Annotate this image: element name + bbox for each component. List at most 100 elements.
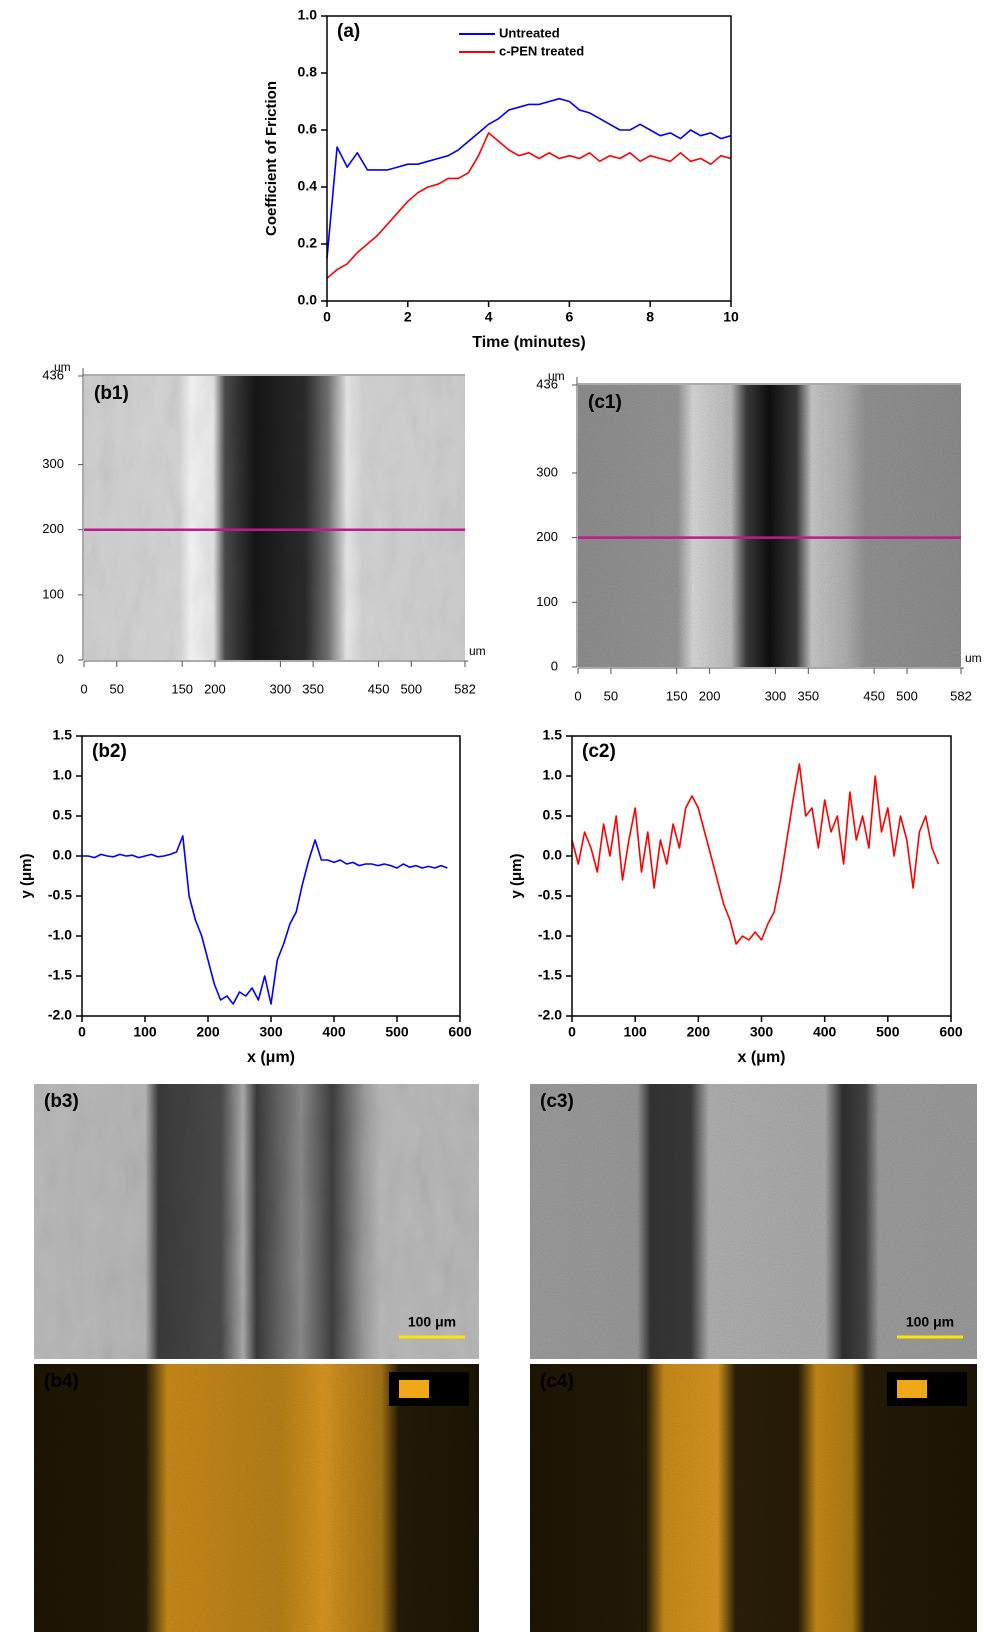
y-tick-label: 1.5 bbox=[543, 727, 563, 743]
y-axis-label: y (μm) bbox=[18, 853, 35, 898]
panel-label: (a) bbox=[337, 21, 360, 42]
plot-frame bbox=[571, 735, 952, 1017]
panel-label: (b4) bbox=[44, 1371, 79, 1392]
x-tick-label: 500 bbox=[896, 688, 918, 703]
y-axis-label: Coefficient of Friction bbox=[263, 81, 280, 236]
series-line bbox=[326, 97, 732, 259]
panel-label: (c3) bbox=[540, 1091, 574, 1112]
x-tick-label: 582 bbox=[454, 681, 476, 696]
x-tick-label: 350 bbox=[302, 681, 324, 696]
legend-label: Untreated bbox=[499, 25, 560, 40]
y-tick-label: 100 bbox=[536, 594, 558, 609]
x-tick-label: 400 bbox=[813, 1024, 837, 1040]
x-tick-label: 300 bbox=[259, 1024, 283, 1040]
y-tick-label: 300 bbox=[536, 464, 558, 479]
x-tick-label: 300 bbox=[765, 688, 787, 703]
x-tick-label: 450 bbox=[863, 688, 885, 703]
x-tick-label: 500 bbox=[400, 681, 422, 696]
x-tick-label: 350 bbox=[797, 688, 819, 703]
y-tick-label: -2.0 bbox=[538, 1007, 562, 1023]
x-tick-label: 150 bbox=[666, 688, 688, 703]
y-tick-label: 0.0 bbox=[53, 847, 73, 863]
texture bbox=[530, 1084, 977, 1359]
y-tick-label: 0.5 bbox=[53, 807, 73, 823]
y-tick-label: 0 bbox=[551, 658, 558, 673]
x-tick-label: 100 bbox=[133, 1024, 157, 1040]
panel-label: (c4) bbox=[540, 1371, 574, 1392]
y-tick-label: 1.0 bbox=[53, 767, 73, 783]
y-tick-label: 436 bbox=[536, 376, 558, 391]
x-tick-label: 200 bbox=[196, 1024, 220, 1040]
x-tick-label: 200 bbox=[204, 681, 226, 696]
y-tick-label: 200 bbox=[42, 521, 64, 536]
scale-bar-label: 100 μm bbox=[906, 1314, 954, 1330]
x-tick-label: 450 bbox=[368, 681, 390, 696]
y-tick-label: -0.5 bbox=[48, 887, 72, 903]
panel-label: (b2) bbox=[92, 741, 127, 762]
texture bbox=[34, 1084, 479, 1359]
y-tick-label: 300 bbox=[42, 456, 64, 471]
plot-frame bbox=[81, 735, 461, 1017]
texture bbox=[34, 1364, 479, 1632]
series-line bbox=[571, 763, 940, 945]
x-tick-label: 0 bbox=[78, 1024, 86, 1040]
x-tick-label: 0 bbox=[80, 681, 87, 696]
y-tick-label: 100 bbox=[42, 586, 64, 601]
legend-label: O bbox=[937, 1378, 953, 1400]
legend-swatch bbox=[897, 1380, 927, 1398]
x-axis-label: x (μm) bbox=[737, 1049, 785, 1066]
x-tick-label: 6 bbox=[566, 309, 574, 325]
y-tick-label: -0.5 bbox=[538, 887, 562, 903]
x-tick-label: 0 bbox=[568, 1024, 576, 1040]
x-tick-label: 8 bbox=[646, 309, 654, 325]
y-unit: um bbox=[548, 369, 565, 383]
x-tick-label: 200 bbox=[699, 688, 721, 703]
y-tick-label: -2.0 bbox=[48, 1007, 72, 1023]
panel-label: (c2) bbox=[582, 741, 616, 762]
plot-frame bbox=[326, 15, 732, 302]
y-tick-label: -1.0 bbox=[538, 927, 562, 943]
panel-label: (b1) bbox=[94, 383, 129, 404]
series-line bbox=[326, 132, 732, 279]
legend-label: O bbox=[439, 1378, 455, 1400]
series-line bbox=[82, 835, 448, 1005]
y-tick-label: 436 bbox=[42, 367, 64, 382]
x-tick-label: 50 bbox=[604, 688, 618, 703]
scale-bar-label: 100 μm bbox=[408, 1314, 456, 1330]
x-tick-label: 2 bbox=[404, 309, 412, 325]
y-tick-label: 0.0 bbox=[298, 292, 318, 308]
y-tick-label: 0.6 bbox=[298, 121, 318, 137]
x-tick-label: 0 bbox=[574, 688, 581, 703]
y-tick-label: 1.5 bbox=[53, 727, 73, 743]
panel-label: (c1) bbox=[588, 392, 622, 413]
texture bbox=[84, 376, 465, 660]
panel-label: (b3) bbox=[44, 1091, 79, 1112]
x-tick-label: 4 bbox=[485, 309, 493, 325]
y-axis-label: y (μm) bbox=[508, 853, 525, 898]
x-unit: um bbox=[965, 651, 982, 665]
y-tick-label: 0.4 bbox=[298, 178, 318, 194]
x-tick-label: 582 bbox=[950, 688, 972, 703]
y-unit: um bbox=[54, 360, 71, 374]
y-tick-label: -1.5 bbox=[48, 967, 72, 983]
x-tick-label: 600 bbox=[448, 1024, 472, 1040]
y-tick-label: 200 bbox=[536, 529, 558, 544]
texture bbox=[578, 385, 961, 667]
x-tick-label: 300 bbox=[270, 681, 292, 696]
x-tick-label: 50 bbox=[109, 681, 123, 696]
x-axis-label: x (μm) bbox=[247, 1049, 295, 1066]
x-axis-label: Time (minutes) bbox=[472, 334, 586, 351]
x-tick-label: 400 bbox=[322, 1024, 346, 1040]
y-tick-label: 0.0 bbox=[543, 847, 563, 863]
x-tick-label: 300 bbox=[750, 1024, 774, 1040]
x-tick-label: 500 bbox=[876, 1024, 900, 1040]
x-tick-label: 0 bbox=[323, 309, 331, 325]
y-tick-label: -1.5 bbox=[538, 967, 562, 983]
y-tick-label: 0.2 bbox=[298, 235, 318, 251]
y-tick-label: 0 bbox=[57, 651, 64, 666]
x-tick-label: 500 bbox=[385, 1024, 409, 1040]
y-tick-label: -1.0 bbox=[48, 927, 72, 943]
x-tick-label: 200 bbox=[687, 1024, 711, 1040]
y-tick-label: 1.0 bbox=[543, 767, 563, 783]
